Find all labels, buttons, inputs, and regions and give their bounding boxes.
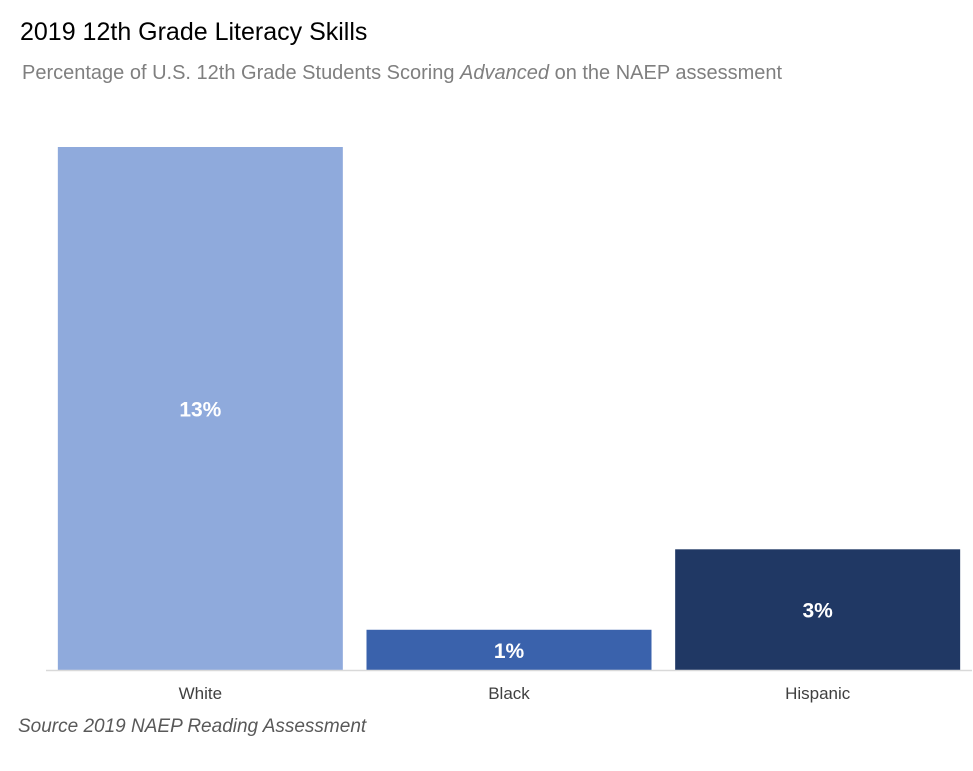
bar-black [366, 629, 652, 670]
data-label-white: 13% [179, 399, 221, 422]
chart-subtitle: Percentage of U.S. 12th Grade Students S… [22, 62, 782, 85]
x-tick-label-black: Black [488, 684, 530, 703]
bar-white [57, 147, 343, 670]
subtitle-text-before: Percentage of U.S. 12th Grade Students S… [22, 62, 461, 84]
x-tick-label-hispanic: Hispanic [785, 684, 851, 703]
chart-title: 2019 12th Grade Literacy Skills [20, 18, 368, 46]
bar-hispanic [675, 549, 961, 670]
subtitle-text-after: on the NAEP assessment [549, 62, 783, 84]
data-label-hispanic: 3% [802, 600, 833, 623]
source-note: Source 2019 NAEP Reading Assessment [18, 716, 367, 737]
data-label-black: 1% [494, 640, 525, 663]
x-tick-label-white: White [179, 684, 222, 703]
subtitle-emphasis: Advanced [460, 62, 550, 84]
